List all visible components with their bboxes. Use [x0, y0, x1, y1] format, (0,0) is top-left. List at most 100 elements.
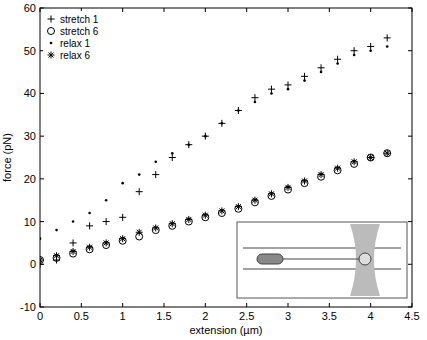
y-tick	[408, 221, 412, 222]
y-tick	[40, 93, 44, 94]
x-tick	[370, 8, 371, 12]
data-point	[152, 224, 159, 231]
data-point	[185, 216, 192, 223]
data-point	[119, 214, 126, 221]
data-point	[40, 257, 44, 264]
y-tick	[408, 50, 412, 51]
x-tick-label: 2.5	[239, 310, 254, 322]
data-point	[353, 54, 356, 57]
x-tick	[370, 303, 371, 307]
data-point	[301, 73, 308, 80]
data-point	[351, 158, 358, 165]
data-point	[72, 220, 75, 223]
x-tick-label: 1.5	[156, 310, 171, 322]
data-point	[367, 43, 374, 50]
y-tick-label: 0	[30, 258, 36, 270]
x-tick	[205, 8, 206, 12]
inset	[237, 222, 407, 298]
data-point	[367, 154, 374, 161]
x-axis-label: extension (µm)	[190, 324, 263, 336]
chart: 00.511.522.533.544.5-100102030405060exte…	[0, 0, 427, 340]
inset-pipette-bead	[257, 254, 283, 264]
data-point	[235, 203, 242, 210]
x-tick-label: 4.5	[404, 310, 419, 322]
data-point	[336, 62, 339, 65]
y-tick-label: 40	[24, 87, 36, 99]
y-tick	[40, 221, 44, 222]
data-point	[254, 101, 257, 104]
data-point	[138, 173, 141, 176]
data-point	[119, 235, 126, 242]
data-point	[185, 141, 192, 148]
data-point	[251, 94, 258, 101]
x-tick	[329, 303, 330, 307]
x-tick	[81, 303, 82, 307]
y-tick-label: 50	[24, 45, 36, 57]
legend-label: relax 6	[60, 50, 90, 61]
x-tick	[205, 303, 206, 307]
legend-marker	[50, 42, 53, 45]
data-point	[285, 184, 292, 191]
data-point	[221, 122, 224, 125]
data-point	[270, 92, 273, 95]
data-point	[334, 165, 341, 172]
x-tick-label: 1	[120, 310, 126, 322]
data-point	[351, 47, 358, 54]
data-point	[86, 222, 93, 229]
data-point	[88, 212, 91, 215]
y-tick-label: 20	[24, 173, 36, 185]
data-point	[169, 154, 176, 161]
x-tick-label: 0	[37, 310, 43, 322]
y-tick-label: 60	[24, 2, 36, 14]
data-point	[384, 150, 391, 157]
data-point	[70, 239, 77, 246]
data-point	[303, 79, 306, 82]
data-point	[318, 64, 325, 71]
y-tick-label: -10	[20, 301, 36, 313]
data-point	[103, 218, 110, 225]
inset-trapped-bead	[359, 253, 371, 265]
inset-dna	[281, 259, 359, 260]
data-point	[70, 248, 77, 255]
y-tick	[40, 136, 44, 137]
y-tick	[40, 178, 44, 179]
data-point	[384, 150, 391, 157]
series	[40, 45, 389, 240]
y-tick-label: 10	[24, 216, 36, 228]
data-point	[235, 107, 242, 114]
data-point	[268, 86, 275, 93]
inset-wall	[243, 269, 401, 270]
legend-label: stretch 1	[60, 14, 99, 25]
data-point	[384, 34, 391, 41]
y-tick	[408, 264, 412, 265]
x-tick	[122, 8, 123, 12]
y-tick	[408, 93, 412, 94]
data-point	[237, 109, 240, 112]
y-axis-label: force (pN)	[1, 133, 13, 182]
legend-marker	[48, 16, 55, 23]
x-tick	[329, 8, 330, 12]
legend-label: relax 1	[60, 38, 90, 49]
y-tick-label: 30	[24, 130, 36, 142]
x-tick-label: 3.5	[322, 310, 337, 322]
inset-frame	[237, 222, 407, 298]
data-point	[318, 171, 325, 178]
data-point	[320, 71, 323, 74]
data-point	[136, 188, 143, 195]
data-point	[152, 171, 159, 178]
inset-wall	[243, 248, 401, 249]
plot-frame	[40, 8, 412, 307]
data-point	[218, 120, 225, 127]
data-point	[188, 143, 191, 146]
data-point	[169, 220, 176, 227]
legend-marker	[48, 28, 55, 35]
data-point	[53, 252, 60, 259]
data-point	[202, 133, 209, 140]
y-tick	[408, 178, 412, 179]
data-point	[86, 244, 93, 251]
x-tick-label: 0.5	[74, 310, 89, 322]
data-point	[287, 88, 290, 91]
data-point	[301, 177, 308, 184]
x-tick-label: 4	[368, 310, 374, 322]
data-point	[105, 199, 108, 202]
